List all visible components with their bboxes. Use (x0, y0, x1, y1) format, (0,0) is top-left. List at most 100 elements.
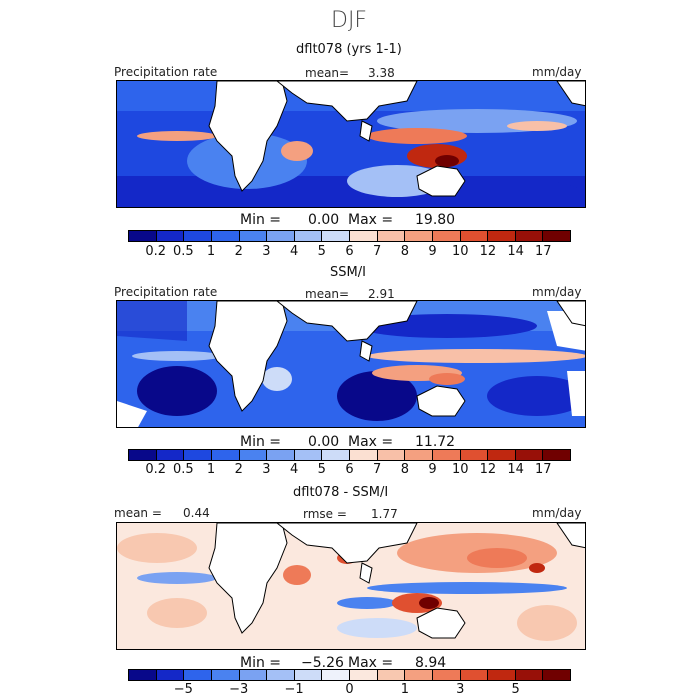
panel3-max-label: Max = (348, 655, 394, 671)
panel2-max-label: Max = (348, 434, 394, 450)
colorbar-tick-label: 5 (317, 462, 326, 477)
colorbar-tick-label: 1 (206, 244, 216, 259)
colorbar-segment (322, 670, 350, 680)
panel1-colorbar-ticks: 0.2 0.5 1 2 3 4 5 6 7 8 9 10 12 14 17 (0, 244, 700, 260)
figure-title: DJF (331, 8, 368, 33)
panel3-mean-value: 0.44 (183, 506, 210, 520)
panel1-mean-value: 3.38 (368, 66, 395, 80)
colorbar-tick-label: 9 (428, 244, 437, 259)
colorbar-tick-label: 10 (451, 462, 469, 477)
panel3-min-label: Min = (240, 655, 282, 671)
colorbar-tick-label: 6 (345, 462, 354, 477)
panel2-colorbar-ticks: 0.2 0.5 1 2 3 4 5 6 7 8 9 10 12 14 17 (0, 462, 700, 478)
panel3-rmse-value: 1.77 (371, 507, 398, 521)
panel1-min-label: Min = (240, 212, 282, 228)
panel3-max-value: 8.94 (415, 655, 447, 671)
colorbar-tick-label: 3 (262, 244, 271, 259)
colorbar-segment (377, 231, 406, 241)
colorbar-tick-label: 12 (479, 244, 497, 259)
colorbar-segment (267, 231, 295, 241)
panel2-max-value: 11.72 (415, 434, 456, 450)
panel2-variable-label: Precipitation rate (114, 285, 218, 299)
colorbar-tick-label: 6 (345, 244, 354, 259)
colorbar-segment (294, 450, 323, 460)
colorbar-tick-label: 3 (262, 462, 271, 477)
colorbar-tick-label: 0.2 (145, 462, 167, 477)
panel2-units: mm/day (532, 285, 582, 299)
colorbar-segment (543, 670, 570, 680)
colorbar-tick-label: 0 (345, 682, 354, 697)
colorbar-segment (322, 450, 350, 460)
colorbar-segment (377, 450, 406, 460)
colorbar-segment (460, 450, 489, 460)
panel2-mean-label: mean= (305, 287, 350, 301)
colorbar-tick-label: 7 (373, 244, 382, 259)
colorbar-segment (543, 231, 570, 241)
colorbar-segment (488, 450, 516, 460)
panel3-subtitle: dflt078 - SSM/I (293, 485, 389, 500)
colorbar-segment (129, 450, 157, 460)
colorbar-tick-label: 5 (317, 244, 326, 259)
colorbar-segment (184, 231, 212, 241)
colorbar-tick-label: 1 (206, 462, 216, 477)
colorbar-tick-label: 7 (373, 462, 382, 477)
colorbar-segment (432, 670, 461, 680)
panel2-subtitle: SSM/I (330, 265, 366, 280)
colorbar-tick-label: 2 (234, 462, 243, 477)
colorbar-segment (515, 450, 544, 460)
colorbar-segment (267, 670, 295, 680)
colorbar-segment (294, 670, 323, 680)
colorbar-segment (211, 450, 240, 460)
colorbar-segment (405, 231, 433, 241)
colorbar-tick-label: 10 (451, 244, 469, 259)
colorbar-tick-label: 12 (479, 462, 497, 477)
colorbar-segment (543, 450, 570, 460)
panel1-units: mm/day (532, 65, 582, 79)
colorbar-segment (239, 231, 268, 241)
panel1-map (116, 80, 586, 208)
colorbar-segment (432, 450, 461, 460)
colorbar-tick-label: 0.5 (173, 244, 194, 259)
colorbar-segment (156, 670, 185, 680)
colorbar-tick-label: 3 (456, 682, 465, 697)
colorbar-segment (405, 670, 433, 680)
colorbar-segment (156, 231, 185, 241)
colorbar-segment (515, 670, 544, 680)
panel1-colorbar (128, 230, 571, 242)
colorbar-segment (294, 231, 323, 241)
colorbar-tick-label: 0.2 (145, 244, 167, 259)
colorbar-segment (350, 231, 378, 241)
colorbar-segment (515, 231, 544, 241)
colorbar-segment (488, 670, 516, 680)
panel3-colorbar-ticks: −5 −3 −1 0 1 3 5 (0, 682, 700, 698)
colorbar-tick-label: −5 (173, 682, 193, 697)
colorbar-tick-label: 0.5 (173, 462, 194, 477)
colorbar-tick-label: 4 (289, 244, 299, 259)
colorbar-tick-label: 2 (234, 244, 243, 259)
colorbar-tick-label: −1 (284, 682, 304, 697)
colorbar-tick-label: 8 (400, 462, 410, 477)
colorbar-segment (432, 231, 461, 241)
colorbar-tick-label: 4 (289, 462, 299, 477)
panel2-min-value: 0.00 (308, 434, 340, 450)
colorbar-segment (239, 670, 268, 680)
panel2-min-label: Min = (240, 434, 282, 450)
colorbar-tick-label: 1 (400, 682, 410, 697)
colorbar-segment (184, 670, 212, 680)
colorbar-segment (377, 670, 406, 680)
colorbar-segment (322, 231, 350, 241)
panel3-min-value: −5.26 (301, 655, 344, 671)
panel3-mean-label: mean = (114, 506, 162, 520)
colorbar-segment (267, 450, 295, 460)
colorbar-segment (460, 231, 489, 241)
colorbar-segment (460, 670, 489, 680)
colorbar-tick-label: 14 (507, 462, 524, 477)
colorbar-tick-label: 14 (507, 244, 524, 259)
colorbar-segment (350, 450, 378, 460)
colorbar-tick-label: −3 (229, 682, 249, 697)
panel3-map (116, 522, 586, 650)
colorbar-segment (211, 670, 240, 680)
colorbar-tick-label: 5 (511, 682, 520, 697)
panel1-max-label: Max = (348, 212, 394, 228)
colorbar-segment (211, 231, 240, 241)
